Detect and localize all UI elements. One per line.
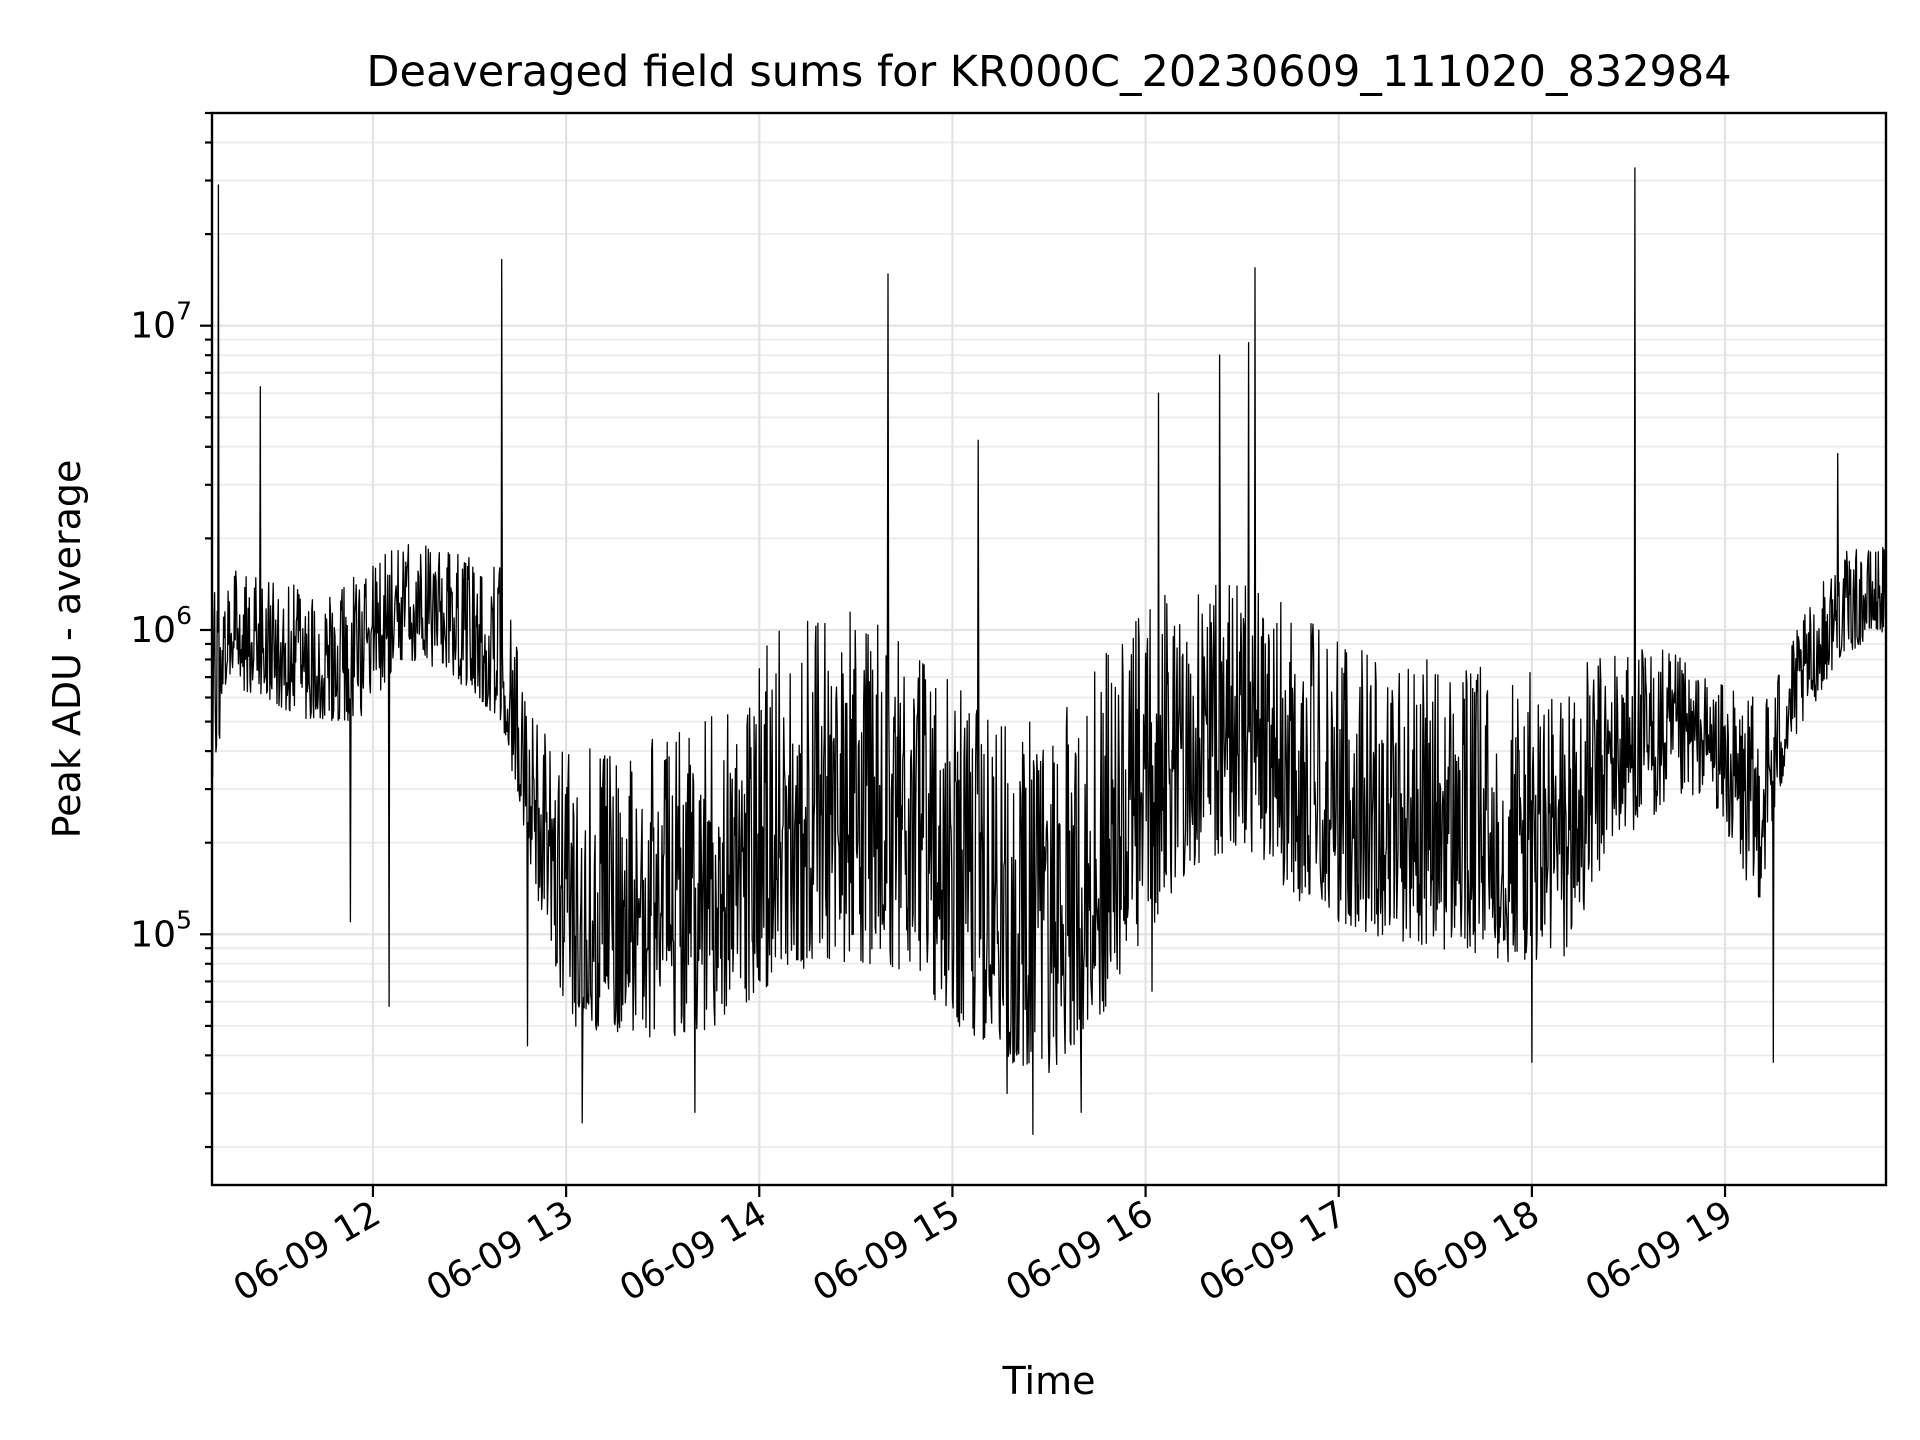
y-tick-label: 107 bbox=[130, 297, 192, 347]
chart-title: Deaveraged field sums for KR000C_2023060… bbox=[366, 47, 1731, 97]
plot-area bbox=[211, 112, 1887, 1185]
y-tick-label: 105 bbox=[130, 905, 192, 955]
y-tick-label: 106 bbox=[130, 601, 192, 651]
series-line bbox=[211, 167, 1887, 1136]
series-layer bbox=[211, 167, 1887, 1136]
y-axis-label: Peak ADU - average bbox=[45, 460, 89, 839]
plot-frame bbox=[210, 111, 1888, 1187]
y-axis-ticks: 105 106 107 bbox=[130, 111, 212, 1149]
x-axis-label: Time bbox=[1002, 1359, 1096, 1403]
